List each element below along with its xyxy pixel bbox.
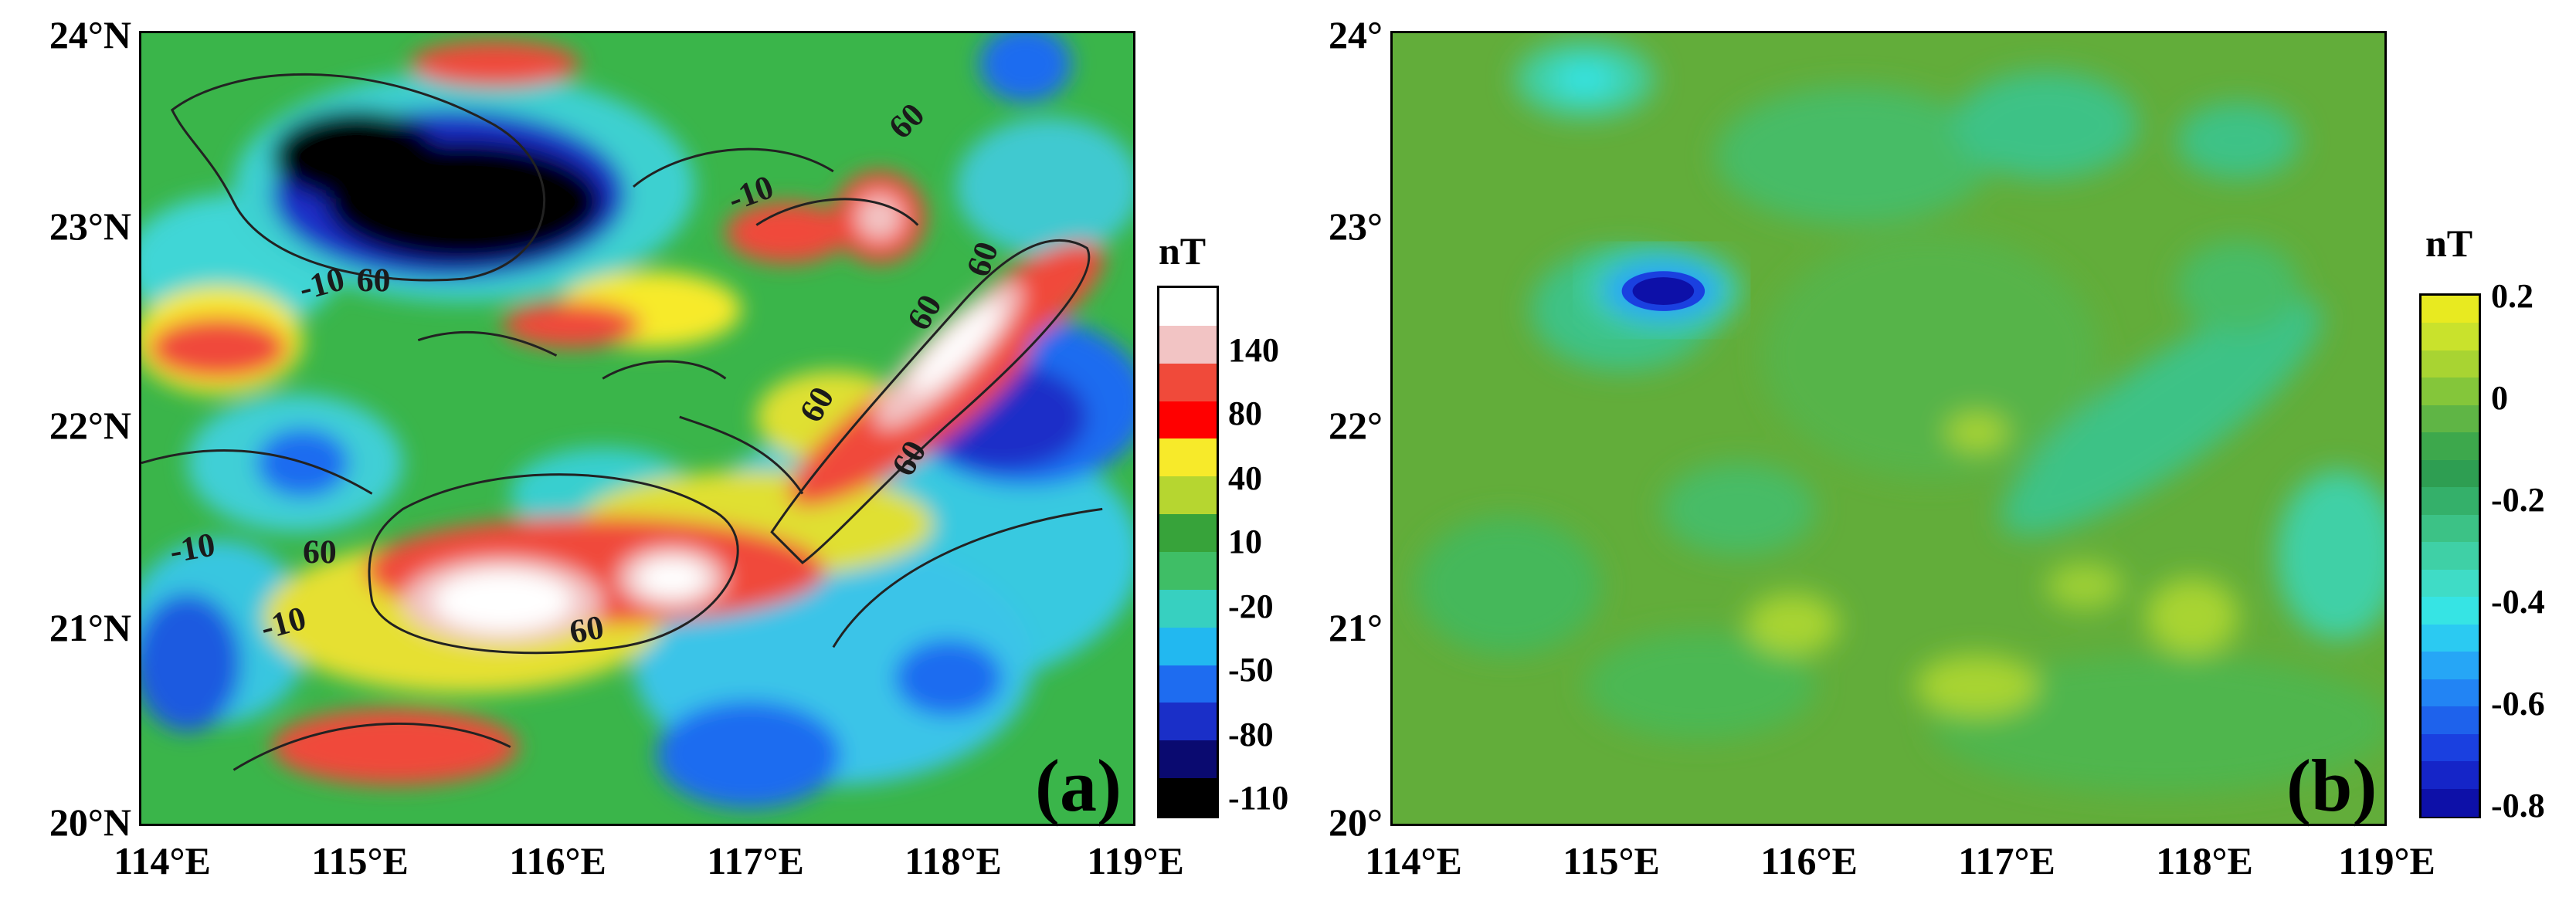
colorbar-segment <box>2422 487 2479 516</box>
colorbar-segment <box>2422 378 2479 407</box>
contour-label: -10 <box>167 526 218 570</box>
panel-label-b: (b) <box>2286 744 2377 827</box>
colorbar-segment <box>1159 552 1217 591</box>
y-tick-label: 23°N <box>49 205 131 248</box>
colorbar-segment <box>2422 652 2479 680</box>
colorbar-segment <box>1159 627 1217 666</box>
y-tick-label: 21° <box>1329 606 1383 649</box>
colorbar-segment <box>2422 296 2479 324</box>
colorbar-segment <box>1159 476 1217 516</box>
magnetic-anomaly-map-b <box>1390 31 2387 826</box>
x-tick-label: 119°E <box>2338 839 2435 882</box>
colorbar-segment <box>2422 733 2479 763</box>
colorbar-tick-label: 0.2 <box>2491 277 2534 315</box>
y-tick-label: 20°N <box>49 801 131 844</box>
colorbar-segment <box>2422 761 2479 790</box>
y-tick-label: 24°N <box>49 13 131 56</box>
contour-label: 60 <box>357 262 391 299</box>
colorbar-segment <box>1159 778 1217 818</box>
y-tick-label: 23° <box>1329 205 1383 248</box>
colorbar-segment <box>2422 597 2479 626</box>
colorbar-segment <box>2422 788 2479 818</box>
y-tick-label: 21°N <box>49 606 131 649</box>
colorbar-segment <box>2422 323 2479 352</box>
colorbar-tick-label: -80 <box>1228 716 1274 753</box>
colorbar-unit-label-b: nT <box>2425 222 2473 265</box>
colorbar-segment <box>2422 514 2479 543</box>
x-tick-label: 115°E <box>311 839 409 882</box>
x-tick-label: 116°E <box>509 839 606 882</box>
colorbar-segment <box>1159 514 1217 554</box>
colorbar-segment <box>2422 350 2479 379</box>
colorbar-tick-label: 0 <box>2491 379 2508 417</box>
colorbar-segment <box>2422 569 2479 598</box>
colorbar-segment <box>2422 542 2479 571</box>
y-tick-label: 22° <box>1329 404 1383 447</box>
x-tick-label: 115°E <box>1563 839 1660 882</box>
colorbar-tick-label: -0.8 <box>2491 787 2545 824</box>
colorbar-tick-label: -50 <box>1228 651 1274 689</box>
colorbar-b <box>2419 293 2481 818</box>
x-tick-label: 114°E <box>114 839 211 882</box>
panel-label-a: (a) <box>1035 744 1122 827</box>
colorbar-segment <box>1159 438 1217 478</box>
colorbar-tick-label: -0.2 <box>2491 481 2545 519</box>
contour-label: 60 <box>303 533 337 571</box>
colorbar-segment <box>2422 706 2479 735</box>
colorbar-segment <box>1159 703 1217 742</box>
colorbar-segment <box>1159 288 1217 327</box>
colorbar-segment <box>1159 665 1217 704</box>
y-tick-label: 22°N <box>49 404 131 447</box>
colorbar-a <box>1157 286 1219 818</box>
colorbar-tick-label: -20 <box>1228 587 1274 625</box>
colorbar-segment <box>2422 459 2479 489</box>
contour-label: 60 <box>567 608 606 651</box>
colorbar-segment <box>2422 624 2479 653</box>
x-tick-label: 118°E <box>904 839 1002 882</box>
colorbar-tick-label: 140 <box>1228 331 1279 369</box>
colorbar-tick-label: -0.6 <box>2491 685 2545 723</box>
colorbar-segment <box>2422 405 2479 434</box>
magnetic-anomaly-map-a: -10 -10 60 -10 60 60 60 60 60 -10 60 60 <box>139 31 1135 826</box>
colorbar-segment <box>2422 432 2479 462</box>
colorbar-tick-label: 80 <box>1228 394 1262 432</box>
colorbar-segment <box>1159 401 1217 440</box>
colorbar-tick-label: -0.4 <box>2491 583 2545 621</box>
colorbar-tick-label: 10 <box>1228 523 1262 560</box>
colorbar-segment <box>1159 325 1217 365</box>
x-tick-label: 118°E <box>2156 839 2253 882</box>
colorbar-tick-label: -110 <box>1228 779 1289 817</box>
colorbar-segment <box>1159 363 1217 402</box>
y-tick-label: 20° <box>1329 801 1383 844</box>
y-tick-label: 24° <box>1329 13 1383 56</box>
x-tick-label: 116°E <box>1760 839 1858 882</box>
colorbar-unit-label-a: nT <box>1159 229 1207 273</box>
x-tick-label: 114°E <box>1365 839 1462 882</box>
colorbar-segment <box>2422 679 2479 708</box>
colorbar-segment <box>1159 589 1217 629</box>
x-tick-label: 117°E <box>707 839 804 882</box>
x-tick-label: 117°E <box>1958 839 2055 882</box>
colorbar-tick-label: 40 <box>1228 459 1262 497</box>
colorbar-segment <box>1159 740 1217 780</box>
x-tick-label: 119°E <box>1087 839 1184 882</box>
